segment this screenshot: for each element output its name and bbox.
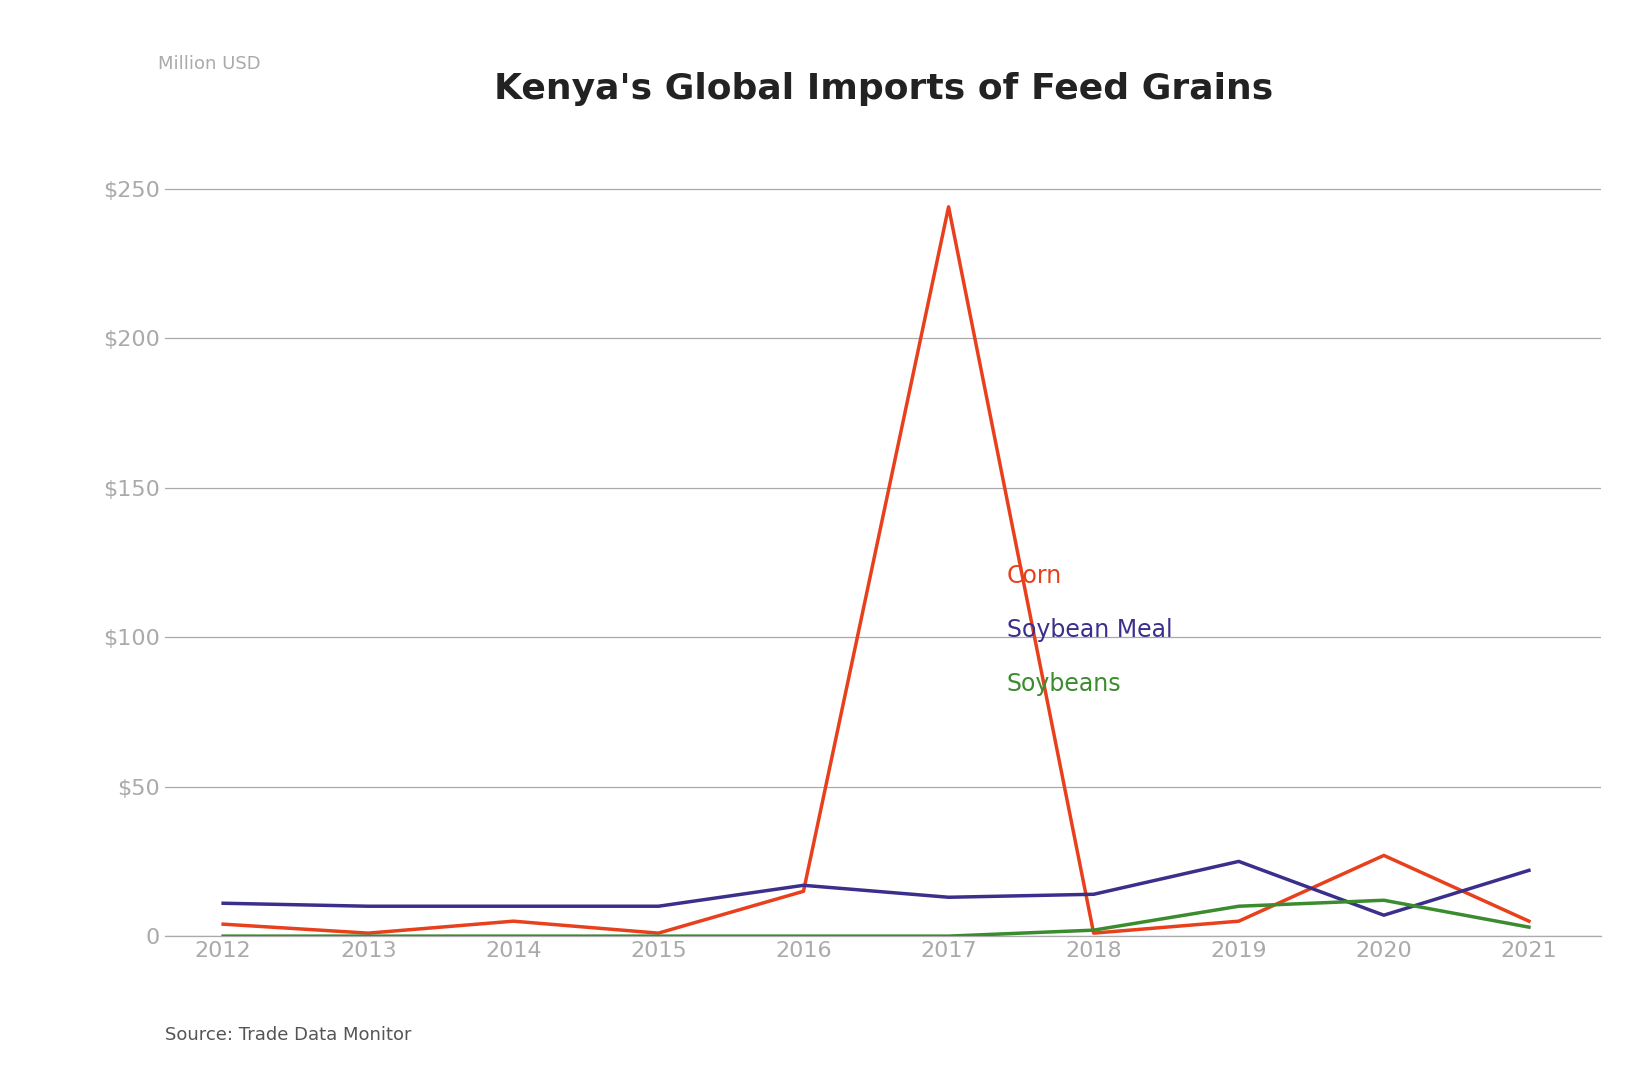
Title: Kenya's Global Imports of Feed Grains: Kenya's Global Imports of Feed Grains (494, 72, 1273, 105)
Text: Corn: Corn (1007, 565, 1062, 589)
Text: Million USD: Million USD (158, 55, 261, 73)
Text: Source: Trade Data Monitor: Source: Trade Data Monitor (165, 1025, 411, 1044)
Text: Soybeans: Soybeans (1007, 672, 1121, 696)
Text: Soybean Meal: Soybean Meal (1007, 619, 1172, 642)
